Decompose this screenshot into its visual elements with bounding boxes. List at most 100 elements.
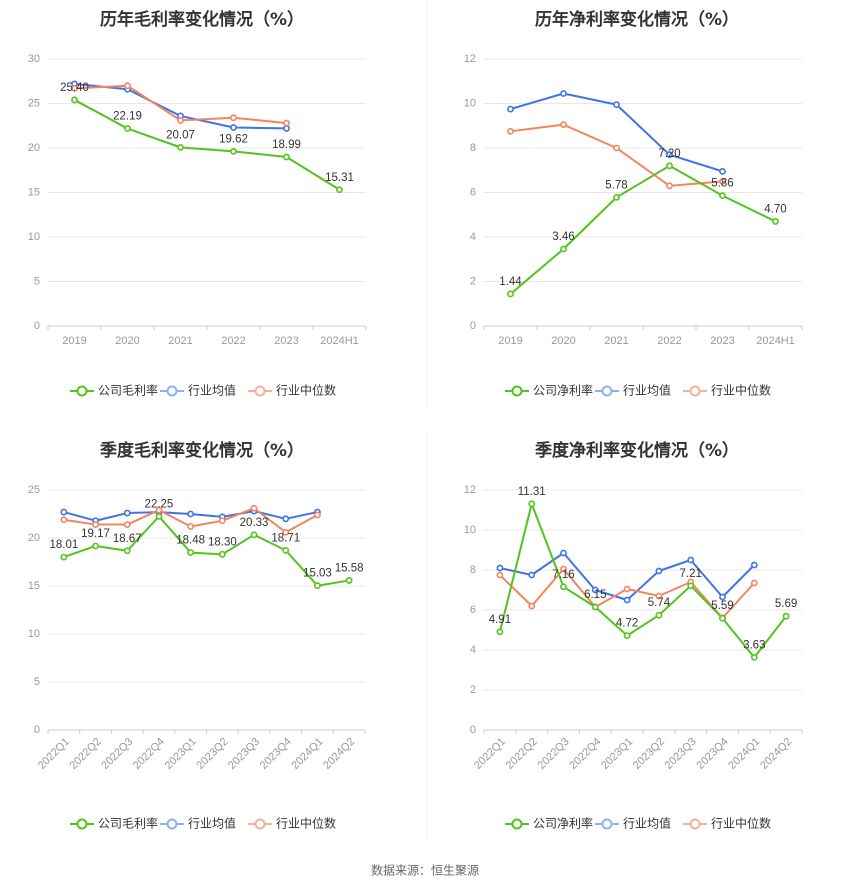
data-point[interactable] <box>60 553 68 561</box>
data-point[interactable] <box>124 125 131 132</box>
data-point[interactable] <box>613 193 620 201</box>
data-point[interactable] <box>496 564 504 572</box>
data-point[interactable] <box>560 245 567 253</box>
data-point[interactable] <box>250 531 258 539</box>
data-point[interactable] <box>560 90 567 97</box>
data-point[interactable] <box>591 586 599 594</box>
data-point[interactable] <box>155 506 163 514</box>
data-point[interactable] <box>560 565 567 573</box>
data-point[interactable] <box>528 500 536 508</box>
data-point[interactable] <box>591 603 599 611</box>
data-point[interactable] <box>71 96 78 104</box>
x-tick-label: 2024H1 <box>756 335 795 347</box>
data-point[interactable] <box>187 510 195 518</box>
data-point[interactable] <box>283 125 290 132</box>
data-point[interactable] <box>92 521 99 528</box>
data-point[interactable] <box>177 143 184 151</box>
y-tick-label: 15 <box>28 186 40 198</box>
data-point[interactable] <box>750 654 758 661</box>
data-point[interactable] <box>507 127 514 135</box>
data-point[interactable] <box>123 521 131 528</box>
y-tick-label: 5 <box>34 676 40 688</box>
data-point[interactable] <box>230 114 237 122</box>
legend-item-company[interactable]: 公司净利率 <box>505 816 593 831</box>
data-point[interactable] <box>772 218 779 225</box>
legend-item-industry-median[interactable]: 行业中位数 <box>683 816 771 831</box>
data-point[interactable] <box>655 567 663 575</box>
data-point[interactable] <box>71 84 78 92</box>
data-point[interactable] <box>623 632 631 639</box>
data-point[interactable] <box>92 542 99 550</box>
data-point[interactable] <box>123 509 131 517</box>
data-point[interactable] <box>60 516 68 524</box>
legend-item-industry-avg[interactable]: 行业均值 <box>160 383 236 398</box>
data-point[interactable] <box>218 517 226 525</box>
data-point[interactable] <box>666 182 673 190</box>
data-point[interactable] <box>314 582 321 590</box>
data-point[interactable] <box>560 121 567 129</box>
data-point[interactable] <box>655 592 663 600</box>
data-point[interactable] <box>218 550 226 558</box>
data-point[interactable] <box>187 523 195 530</box>
data-point[interactable] <box>719 192 726 200</box>
legend-item-industry-median[interactable]: 行业中位数 <box>683 383 771 398</box>
data-point[interactable] <box>613 101 620 109</box>
data-point[interactable] <box>613 144 620 152</box>
data-point[interactable] <box>560 549 567 557</box>
legend-item-industry-avg[interactable]: 行业均值 <box>595 383 671 398</box>
data-point[interactable] <box>496 628 504 636</box>
data-point[interactable] <box>528 571 536 579</box>
x-tick-label: 2022Q4 <box>567 736 603 772</box>
y-tick-label: 20 <box>28 142 40 154</box>
data-point[interactable] <box>782 612 790 620</box>
legend-item-industry-avg[interactable]: 行业均值 <box>595 816 671 831</box>
data-point[interactable] <box>124 82 131 90</box>
x-tick-label: 2024Q2 <box>321 736 357 772</box>
legend-item-company[interactable]: 公司毛利率 <box>70 816 158 831</box>
y-tick-label: 10 <box>28 628 40 640</box>
x-tick-label: 2022Q2 <box>504 736 540 772</box>
data-point[interactable] <box>282 528 290 536</box>
legend-label: 行业中位数 <box>276 816 336 831</box>
data-point[interactable] <box>336 186 343 194</box>
data-point[interactable] <box>687 556 695 564</box>
x-tick-label: 2022Q2 <box>68 736 104 772</box>
data-point[interactable] <box>507 290 514 298</box>
data-point[interactable] <box>123 547 131 555</box>
legend-item-industry-median[interactable]: 行业中位数 <box>248 383 336 398</box>
data-point[interactable] <box>283 153 290 161</box>
data-point[interactable] <box>719 177 726 185</box>
data-point[interactable] <box>187 549 195 556</box>
data-point[interactable] <box>345 577 353 584</box>
data-point[interactable] <box>230 147 237 155</box>
data-point[interactable] <box>507 105 514 113</box>
data-point[interactable] <box>719 167 726 175</box>
data-point[interactable] <box>623 596 631 604</box>
data-point[interactable] <box>687 582 695 590</box>
data-point[interactable] <box>155 513 163 520</box>
data-point[interactable] <box>250 504 258 512</box>
legend-item-industry-median[interactable]: 行业中位数 <box>248 816 336 831</box>
data-point[interactable] <box>496 571 504 579</box>
data-point[interactable] <box>750 561 758 569</box>
data-point[interactable] <box>666 162 673 170</box>
legend-item-company[interactable]: 公司净利率 <box>505 383 593 398</box>
data-point[interactable] <box>719 593 726 601</box>
data-point[interactable] <box>750 579 758 587</box>
data-point[interactable] <box>623 585 631 593</box>
legend-item-industry-avg[interactable]: 行业均值 <box>160 816 236 831</box>
data-point[interactable] <box>60 508 68 516</box>
data-point[interactable] <box>282 546 290 554</box>
data-point[interactable] <box>655 611 663 619</box>
data-point[interactable] <box>282 515 290 523</box>
legend-label: 行业均值 <box>188 383 236 398</box>
data-point[interactable] <box>666 151 673 159</box>
data-point[interactable] <box>560 583 567 591</box>
data-point[interactable] <box>230 124 237 131</box>
data-point[interactable] <box>528 602 536 610</box>
data-point[interactable] <box>314 511 321 519</box>
data-point[interactable] <box>177 117 184 124</box>
data-point[interactable] <box>719 614 726 622</box>
legend-item-company[interactable]: 公司毛利率 <box>70 383 158 398</box>
data-point[interactable] <box>283 119 290 127</box>
